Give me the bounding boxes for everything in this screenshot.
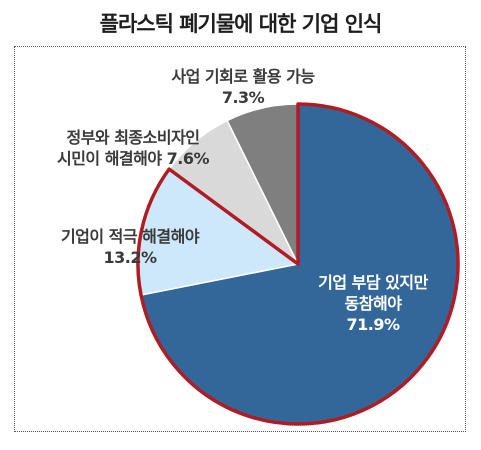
slice-label-government-citizens: 정부와 최종소비자인 시민이 해결해야 7.6% [18, 127, 248, 169]
slice-label-company-solve: 기업이 적극 해결해야 13.2% [20, 226, 240, 268]
highlight-outline [136, 102, 460, 426]
slice-label-participate-line-1: 기업 부담 있지만 [318, 273, 428, 292]
slice-label-business-opportunity-line-1: 사업 기회로 활용 가능 [171, 67, 315, 86]
slice-label-government-citizens-line-2: 시민이 해결해야 7.6% [56, 149, 210, 168]
slice-label-business-opportunity: 사업 기회로 활용 가능 7.3% [128, 66, 358, 108]
slice-label-participate: 기업 부담 있지만 동참해야 71.9% [288, 272, 458, 335]
chart-frame [14, 46, 466, 432]
slice-label-participate-line-2: 동참해야 [344, 294, 402, 313]
chart-title: 플라스틱 폐기물에 대한 기업 인식 [99, 12, 383, 36]
slice-value-participate: 71.9% [346, 315, 400, 334]
slice-value-company-solve: 13.2% [103, 248, 157, 267]
slice-label-government-citizens-line-1: 정부와 최종소비자인 [66, 128, 200, 147]
slice-value-business-opportunity: 7.3% [221, 88, 265, 107]
slice-label-company-solve-line-1: 기업이 적극 해결해야 [60, 227, 200, 246]
